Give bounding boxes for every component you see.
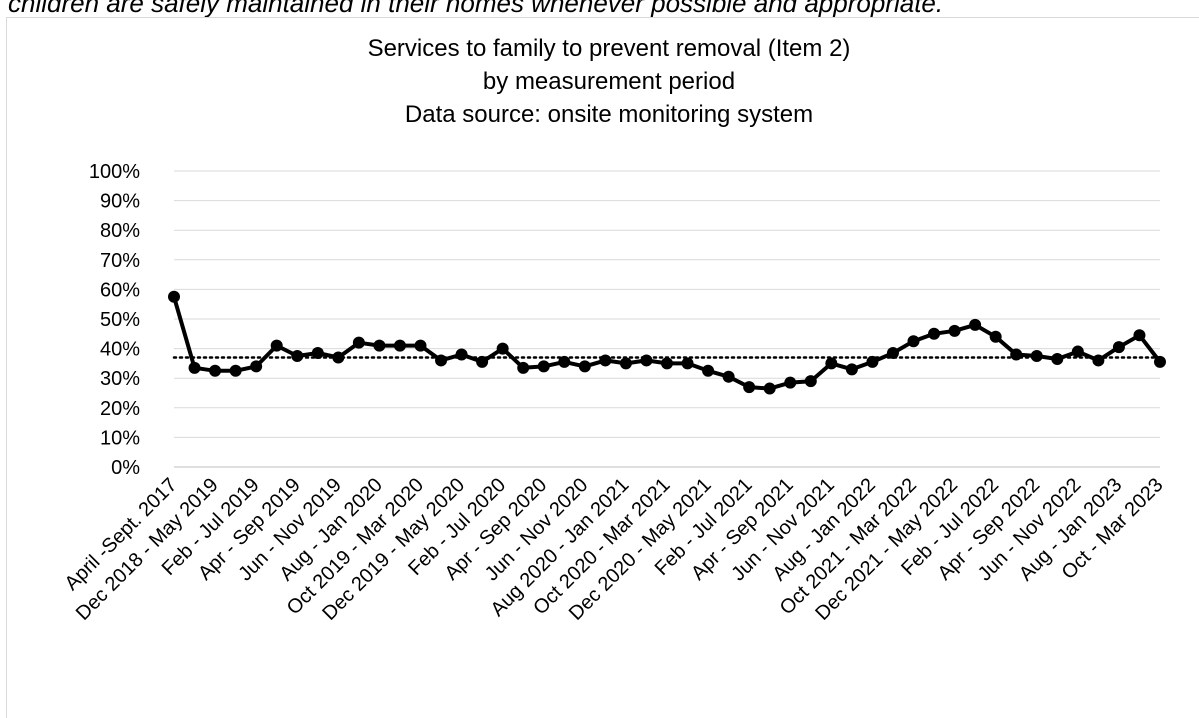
chart-title-line-3: Data source: onsite monitoring system	[405, 101, 813, 128]
data-point	[311, 347, 324, 360]
data-point	[928, 327, 941, 340]
data-point	[886, 347, 899, 360]
y-tick-label: 10%	[100, 427, 140, 449]
y-tick-label: 90%	[100, 191, 140, 213]
chart-frame	[6, 17, 1199, 718]
chart-title: Services to family to prevent removal (I…	[368, 35, 851, 128]
data-point	[578, 360, 591, 373]
partial-heading: children are safely maintained in their …	[8, 0, 944, 18]
data-point	[168, 290, 180, 303]
data-point	[229, 364, 242, 377]
data-point	[866, 355, 879, 368]
data-point	[763, 382, 776, 395]
series-line	[172, 296, 1162, 391]
data-point	[640, 354, 653, 367]
line-chart: Services to family to prevent removal (I…	[61, 35, 1168, 625]
data-point	[1154, 355, 1166, 368]
y-tick-label: 70%	[100, 250, 140, 272]
data-point	[1010, 348, 1023, 361]
data-point	[250, 360, 263, 373]
data-point	[619, 357, 632, 370]
y-tick-label: 20%	[100, 398, 140, 420]
y-tick-label: 30%	[100, 368, 140, 390]
data-point	[681, 357, 694, 370]
data-point	[969, 318, 982, 331]
data-point	[948, 324, 961, 337]
data-point	[743, 381, 756, 394]
data-point	[476, 355, 489, 368]
data-point	[825, 357, 838, 370]
data-point	[702, 364, 715, 377]
data-point	[784, 376, 797, 389]
y-tick-label: 80%	[100, 220, 140, 242]
data-point	[1092, 354, 1105, 367]
data-point	[722, 370, 735, 383]
data-point	[332, 351, 345, 364]
data-point	[845, 363, 858, 376]
data-point	[989, 330, 1002, 343]
data-point	[537, 360, 550, 373]
data-point	[291, 350, 304, 362]
data-point	[1112, 341, 1125, 354]
chart-title-line-1: Services to family to prevent removal (I…	[368, 35, 851, 62]
data-point	[393, 339, 406, 352]
chart-title-line-2: by measurement period	[483, 68, 735, 95]
data-point	[558, 355, 571, 368]
data-point	[907, 335, 920, 348]
data-point	[270, 339, 283, 352]
data-point	[1071, 345, 1084, 358]
data-point	[352, 336, 365, 349]
data-point	[414, 339, 427, 352]
data-point	[804, 375, 817, 388]
data-point	[517, 361, 530, 374]
data-point	[455, 348, 468, 361]
y-axis-ticks: 0% 10% 20% 30% 40% 50% 60% 70% 80% 90% 100%	[89, 161, 140, 479]
y-tick-label: 0%	[111, 457, 140, 479]
data-point	[496, 342, 509, 355]
gridlines	[174, 170, 1160, 468]
data-point	[209, 364, 222, 377]
data-point	[661, 357, 673, 370]
data-point	[188, 361, 201, 374]
data-point	[1030, 350, 1043, 362]
y-tick-label: 50%	[100, 309, 140, 331]
series-group	[168, 290, 1166, 395]
data-point	[435, 354, 448, 367]
data-point	[1133, 329, 1146, 342]
y-tick-label: 60%	[100, 279, 140, 301]
y-tick-label: 100%	[89, 161, 140, 183]
data-point	[1051, 352, 1064, 365]
data-point	[599, 354, 612, 367]
y-tick-label: 40%	[100, 339, 140, 361]
data-point	[373, 339, 386, 352]
